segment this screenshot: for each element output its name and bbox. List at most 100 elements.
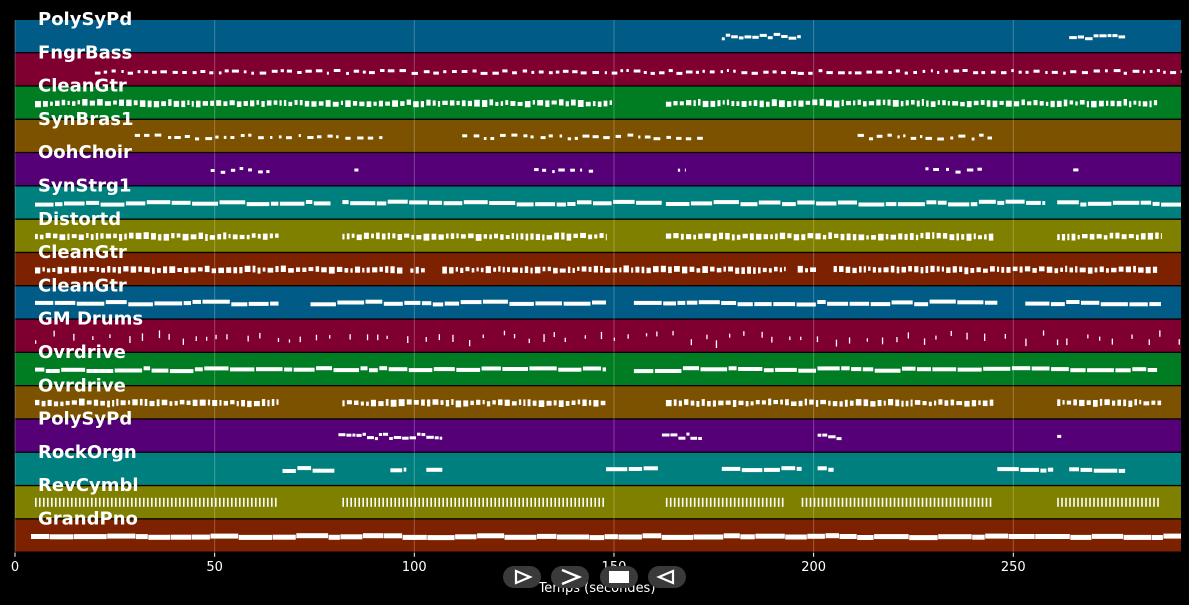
note-mark xyxy=(1019,266,1023,273)
note-mark xyxy=(636,200,662,205)
note-mark xyxy=(342,233,345,240)
note-mark xyxy=(153,101,160,108)
note-mark xyxy=(750,401,754,406)
note-mark xyxy=(111,69,116,73)
note-mark xyxy=(398,399,405,407)
forward-button[interactable] xyxy=(551,566,589,588)
note-mark xyxy=(957,497,960,507)
note-mark xyxy=(837,497,840,507)
note-mark xyxy=(946,267,951,273)
note-mark xyxy=(1051,367,1069,372)
note-mark xyxy=(938,399,943,405)
note-mark xyxy=(500,133,506,137)
note-mark xyxy=(885,497,888,507)
play-button[interactable] xyxy=(503,566,541,588)
note-mark xyxy=(800,336,802,341)
note-mark xyxy=(780,399,783,405)
note-mark xyxy=(1163,70,1166,74)
stop-button[interactable] xyxy=(600,566,638,588)
note-mark xyxy=(580,232,586,238)
note-mark xyxy=(1001,71,1007,75)
note-mark xyxy=(76,301,105,306)
note-mark xyxy=(977,167,982,171)
note-mark xyxy=(340,100,343,105)
note-mark xyxy=(698,300,720,305)
note-mark xyxy=(1147,368,1158,372)
note-mark xyxy=(989,399,994,406)
track-label: GrandPno xyxy=(38,509,138,530)
note-mark xyxy=(502,69,508,73)
note-mark xyxy=(466,497,468,507)
note-mark xyxy=(755,400,760,405)
note-mark xyxy=(944,400,949,406)
note-mark xyxy=(957,367,982,372)
note-mark xyxy=(107,400,110,408)
note-mark xyxy=(646,267,651,274)
note-mark xyxy=(423,70,430,74)
note-mark xyxy=(749,497,752,507)
note-mark xyxy=(1132,69,1140,73)
note-mark xyxy=(432,399,439,405)
note-mark xyxy=(1099,266,1104,273)
note-mark xyxy=(964,400,970,407)
note-mark xyxy=(935,335,937,340)
note-mark xyxy=(697,497,700,507)
note-mark xyxy=(956,401,963,406)
note-mark xyxy=(980,100,985,105)
note-mark xyxy=(805,497,808,507)
note-mark xyxy=(1024,266,1031,272)
note-mark xyxy=(486,401,491,407)
note-mark xyxy=(604,268,611,273)
note-mark xyxy=(643,466,658,471)
note-mark xyxy=(1056,100,1062,107)
note-mark xyxy=(402,497,404,507)
note-mark xyxy=(826,100,832,107)
note-mark xyxy=(1057,234,1060,241)
note-mark xyxy=(177,268,182,272)
note-mark xyxy=(695,70,699,74)
note-mark xyxy=(686,100,692,106)
note-mark xyxy=(360,401,364,406)
note-mark xyxy=(233,267,238,274)
note-mark xyxy=(978,400,981,406)
note-mark xyxy=(550,497,552,507)
note-mark xyxy=(179,497,181,507)
note-mark xyxy=(252,265,256,273)
note-mark xyxy=(257,233,261,239)
note-mark xyxy=(86,200,100,205)
note-mark xyxy=(761,400,766,405)
note-mark xyxy=(404,300,421,305)
note-mark xyxy=(898,233,903,240)
note-mark xyxy=(944,69,948,73)
note-mark xyxy=(119,234,123,241)
note-mark xyxy=(720,70,723,74)
note-mark xyxy=(485,266,491,274)
note-mark xyxy=(1143,70,1146,74)
note-mark xyxy=(763,467,780,472)
note-mark xyxy=(42,267,45,272)
note-mark xyxy=(577,399,581,405)
note-mark xyxy=(315,334,318,341)
note-mark xyxy=(392,233,396,239)
note-mark xyxy=(182,338,184,345)
note-mark xyxy=(439,436,443,440)
note-mark xyxy=(930,265,935,273)
track-notes xyxy=(35,366,1158,374)
note-mark xyxy=(416,235,422,240)
note-mark xyxy=(114,368,143,373)
note-mark xyxy=(305,200,313,204)
note-mark xyxy=(170,534,192,540)
note-mark xyxy=(797,200,815,205)
note-mark xyxy=(270,136,273,139)
note-mark xyxy=(59,234,66,241)
note-mark xyxy=(345,100,351,107)
note-mark xyxy=(1121,497,1123,507)
note-mark xyxy=(151,368,169,373)
note-mark xyxy=(551,100,557,105)
note-mark xyxy=(422,497,424,507)
rewind-button[interactable] xyxy=(648,566,686,588)
note-mark xyxy=(87,497,89,507)
note-mark xyxy=(890,265,895,273)
note-mark xyxy=(702,266,708,273)
note-mark xyxy=(558,367,582,372)
